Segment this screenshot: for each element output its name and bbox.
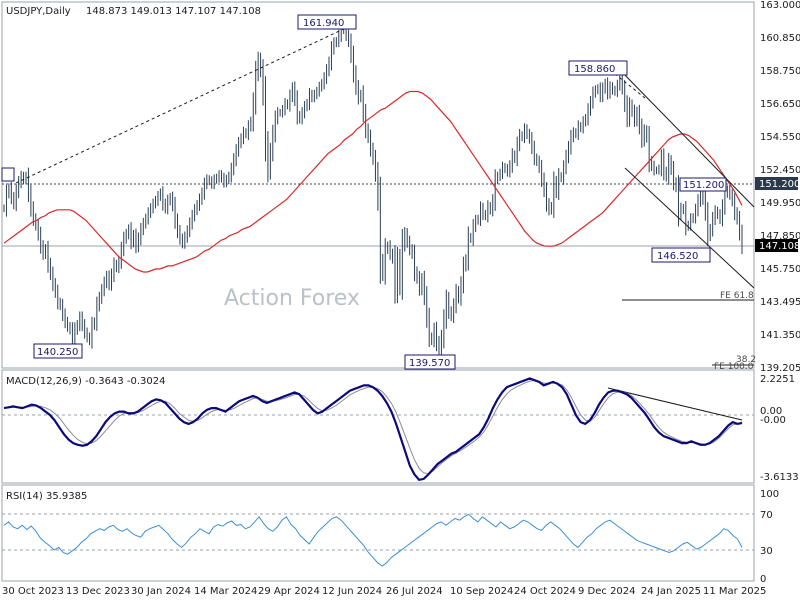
date-tick-label: 29 Apr 2024 [258,586,320,597]
date-tick-label: 12 Jun 2024 [322,586,382,597]
price-tick-label: 154.550 [760,132,800,143]
date-tick-label: 30 Jan 2024 [131,586,191,597]
macd-trendline [607,387,743,421]
macd-tick-label: -0.00 [760,415,786,426]
date-tick-label: 14 Mar 2024 [194,586,257,597]
channel-lower-line [624,167,755,289]
macd-label: MACD(12,26,9) -0.3643 -0.3024 [6,376,166,387]
level-price-tag: 151.200 [755,177,800,190]
label-161940-text: 161.940 [303,18,344,29]
price-tick-label: 163.000 [760,0,800,11]
price-tick-label: 147.850 [760,231,800,242]
label-151200: 151.200 [679,177,727,192]
rsi-panel [1,484,755,582]
rsi-tick-label: 0 [760,574,766,585]
price-tick-label: 139.205 [760,363,800,374]
macd-tick-label: -3.6133 [760,472,799,483]
label-139570-text: 139.570 [409,358,450,369]
label-158860: 158.860 [568,60,628,76]
price-tick-label: 158.750 [760,66,800,77]
date-axis: 30 Oct 2023 13 Dec 2023 30 Jan 2024 14 M… [2,586,766,597]
date-tick-label: 24 Jan 2025 [641,586,701,597]
price-tick-label: 145.750 [760,264,800,275]
label-cut-left [1,167,15,182]
label-146520-text: 146.520 [657,251,698,262]
fe-1000-label: FE 100.0 [714,362,754,372]
moving-average-line [3,90,743,273]
last-price-tag: 147.108 [755,239,800,252]
macd-line [3,377,743,482]
date-tick-label: 11 Mar 2025 [703,586,766,597]
date-tick-label: 13 Dec 2023 [66,586,130,597]
rsi-tick-label: 100 [760,489,779,500]
price-tick-label: 152.450 [760,165,800,176]
label-140250: 140.250 [33,343,83,359]
label-139570: 139.570 [404,354,456,370]
channel-upper-line [617,67,755,208]
level-price-tag-text: 151.200 [759,179,800,190]
date-tick-label: 24 Oct 2024 [514,586,576,597]
price-tick-label: 156.650 [760,99,800,110]
price-tick-label: 143.495 [760,297,800,308]
price-tick-label: 149.950 [760,198,800,209]
last-price-tag-text: 147.108 [759,241,800,252]
fe-618-label: FE 61.8 [720,291,754,301]
date-tick-label: 9 Dec 2024 [578,586,636,597]
macd-panel [1,369,755,484]
rsi-tick-label: 70 [760,510,773,521]
ohlc-readout: 148.873 149.013 147.107 147.108 [86,6,261,17]
macd-tick-label: 0.00 [760,406,782,417]
rsi-label: RSI(14) 35.9385 [6,491,87,502]
dashed-trendline [15,25,351,184]
label-161940: 161.940 [297,14,357,30]
chart-title: USDJPY,Daily [6,6,71,17]
rsi-line [3,513,743,567]
label-146520: 146.520 [651,247,711,263]
label-140250-text: 140.250 [37,347,78,358]
date-tick-label: 30 Oct 2023 [2,586,64,597]
date-tick-label: 10 Sep 2024 [450,586,513,597]
price-tick-label: 160.850 [760,33,800,44]
date-tick-label: 26 Jul 2024 [386,586,443,597]
fib-382-label: 38.2 [736,355,756,365]
price-bars [3,19,743,365]
price-tick-label: 141.350 [760,330,800,341]
label-151200-text: 151.200 [683,180,724,191]
main-panel [1,1,755,369]
watermark: Action Forex [224,286,360,311]
rsi-tick-label: 30 [760,546,773,557]
macd-tick-label: 2.2251 [760,374,795,385]
price-axis: 163.000 160.850 158.750 156.650 154.550 … [760,0,800,374]
label-158860-text: 158.860 [574,64,615,75]
